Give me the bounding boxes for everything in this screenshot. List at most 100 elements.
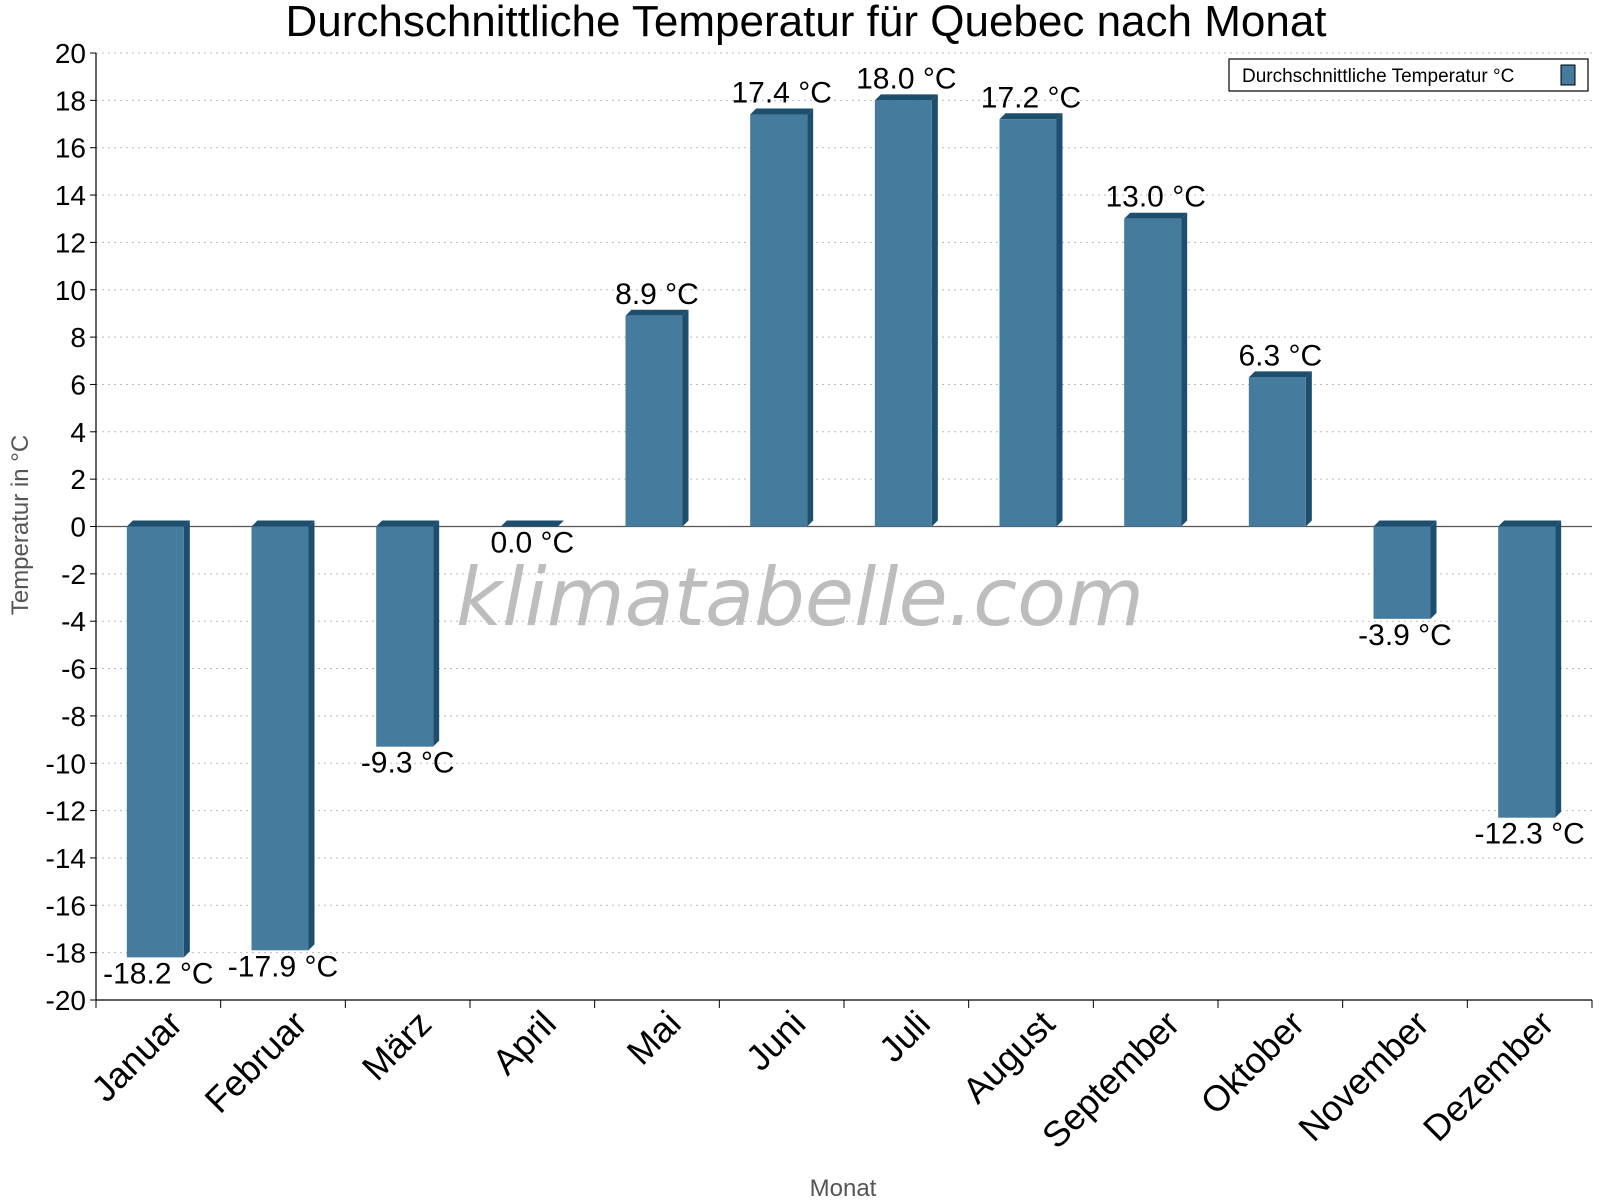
- bar-side: [807, 108, 814, 527]
- bar-top: [874, 94, 938, 101]
- x-tick-label: März: [354, 1003, 440, 1089]
- bar: [251, 526, 309, 951]
- y-tick-label: -10: [46, 748, 86, 779]
- y-tick-label: 0: [70, 512, 86, 543]
- y-tick-label: -8: [61, 701, 86, 732]
- y-axis-label: Temperatur in °C: [7, 435, 34, 615]
- bar-top: [1124, 212, 1188, 219]
- y-tick-label: -4: [61, 606, 86, 637]
- bar-top: [625, 309, 689, 316]
- bar-side: [308, 520, 315, 951]
- chart-title: Durchschnittliche Temperatur für Quebec …: [285, 0, 1326, 46]
- legend: Durchschnittliche Temperatur °C: [1228, 58, 1589, 92]
- y-tick-label: -16: [46, 890, 86, 921]
- bar-top: [1498, 520, 1562, 527]
- bar-group: 6.3 °C: [1238, 339, 1322, 527]
- bar: [1498, 526, 1556, 818]
- bar-top: [750, 108, 814, 115]
- bar-side: [682, 309, 689, 527]
- y-tick-label: 14: [55, 180, 86, 211]
- bar-value-label: 13.0 °C: [1105, 181, 1205, 214]
- bar: [376, 526, 434, 747]
- bars: -18.2 °C -17.9 °C -9.3 °C 0.0 °C 8.9 °C 17.4 …: [103, 62, 1585, 990]
- x-tick-label: Oktober: [1192, 1003, 1312, 1123]
- y-axis: 20181614121086420-2-4-6-8-10-12-14-16-18…: [46, 38, 97, 1016]
- y-tick-label: -14: [46, 843, 86, 874]
- legend-swatch: [1560, 64, 1576, 86]
- watermark: klimatabelle.com: [456, 551, 1144, 644]
- bar: [126, 526, 184, 958]
- x-tick-label: Mai: [619, 1003, 689, 1073]
- x-tick-label: Januar: [83, 1003, 190, 1110]
- legend-box: [1228, 58, 1589, 92]
- bar-value-label: -9.3 °C: [361, 747, 455, 780]
- bar-value-label: -18.2 °C: [103, 957, 213, 990]
- y-tick-label: -18: [46, 938, 86, 969]
- y-tick-label: 12: [55, 227, 86, 258]
- bar-top: [376, 520, 440, 527]
- y-tick-label: 18: [55, 85, 86, 116]
- bar-group: 0.0 °C: [490, 520, 574, 560]
- x-axis-label: Monat: [810, 1175, 877, 1200]
- y-tick-label: -12: [46, 796, 86, 827]
- bar-top: [1373, 520, 1437, 527]
- x-tick-label: Februar: [197, 1003, 315, 1121]
- bar: [750, 114, 808, 527]
- bar-group: -12.3 °C: [1474, 520, 1585, 851]
- bar-group: -3.9 °C: [1358, 520, 1452, 652]
- bar-side: [1430, 520, 1437, 619]
- bar-value-label: 18.0 °C: [856, 62, 956, 95]
- bar-group: -18.2 °C: [103, 520, 214, 990]
- bar-value-label: -12.3 °C: [1474, 818, 1584, 851]
- y-tick-label: 6: [70, 369, 86, 400]
- bar-side: [931, 94, 938, 527]
- bar-top: [126, 520, 190, 527]
- bar-group: 13.0 °C: [1105, 181, 1206, 527]
- bar-side: [1555, 520, 1562, 818]
- bar-value-label: -3.9 °C: [1358, 619, 1452, 652]
- y-tick-label: 16: [55, 133, 86, 164]
- bar-group: 17.4 °C: [731, 77, 832, 527]
- bar: [625, 315, 683, 527]
- bar-value-label: -17.9 °C: [228, 950, 338, 983]
- bar-value-label: 0.0 °C: [490, 527, 574, 560]
- bar-top: [1248, 371, 1312, 378]
- bar-group: -17.9 °C: [228, 520, 338, 983]
- bar-top: [251, 520, 315, 527]
- bar-value-label: 6.3 °C: [1238, 339, 1322, 372]
- y-tick-label: 20: [55, 38, 86, 69]
- legend-label: Durchschnittliche Temperatur °C: [1242, 66, 1514, 87]
- bar-side: [1056, 113, 1063, 527]
- grid-lines: [96, 52, 1592, 954]
- bar: [1124, 218, 1182, 527]
- x-tick-label: April: [484, 1003, 564, 1083]
- y-tick-label: 10: [55, 275, 86, 306]
- bar-side: [433, 520, 440, 747]
- bar-group: 18.0 °C: [856, 62, 957, 527]
- bar-top: [999, 113, 1063, 120]
- x-tick-label: Dezember: [1415, 1003, 1561, 1149]
- x-tick-label: November: [1290, 1003, 1436, 1149]
- bar-value-label: 17.4 °C: [731, 77, 831, 110]
- x-tick-label: Juli: [871, 1003, 938, 1070]
- y-tick-label: -6: [61, 654, 86, 685]
- bar-side: [1305, 371, 1312, 527]
- x-tick-label: Juni: [738, 1003, 814, 1079]
- bar: [1248, 377, 1306, 527]
- bar-top: [500, 520, 564, 527]
- bar: [874, 100, 932, 527]
- x-axis: Januar Februar März April Mai Juni Juli AugustS…: [83, 999, 1593, 1157]
- bar-side: [1181, 212, 1188, 527]
- y-tick-label: 4: [70, 417, 86, 448]
- y-tick-label: -20: [46, 985, 86, 1016]
- bar: [1373, 526, 1431, 619]
- bar-group: 17.2 °C: [981, 81, 1081, 527]
- bar-group: 8.9 °C: [615, 278, 699, 527]
- x-tick-label: September: [1034, 1003, 1188, 1157]
- y-tick-label: -2: [61, 559, 86, 590]
- bar-value-label: 17.2 °C: [981, 81, 1081, 114]
- bar-group: -9.3 °C: [361, 520, 455, 780]
- bar-side: [183, 520, 190, 958]
- y-tick-label: 8: [70, 322, 86, 353]
